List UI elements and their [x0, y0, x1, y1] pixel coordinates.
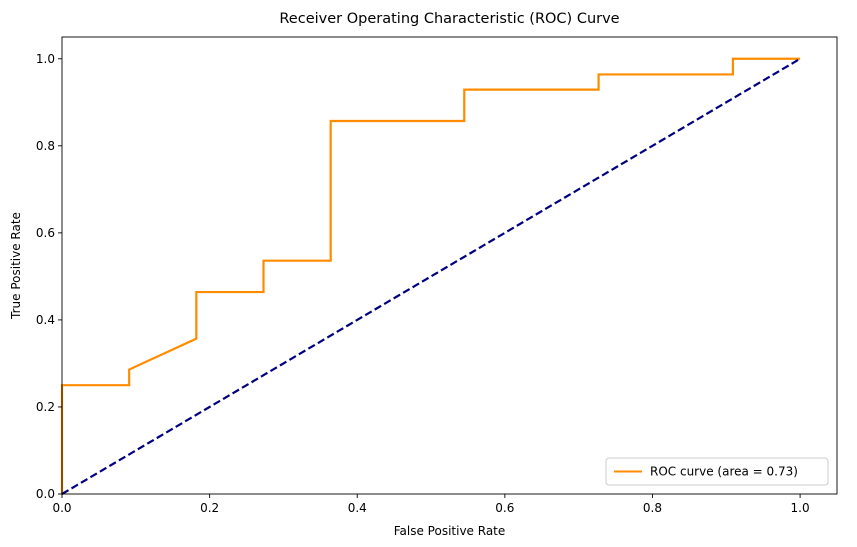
chart-title: Receiver Operating Characteristic (ROC) … — [279, 11, 619, 27]
y-axis-label: True Positive Rate — [9, 212, 23, 320]
x-tick-label: 0.2 — [200, 501, 219, 515]
x-axis-label: False Positive Rate — [394, 524, 506, 538]
y-tick-label: 0.4 — [36, 313, 55, 327]
x-tick-label: 0.6 — [495, 501, 514, 515]
legend-box — [605, 457, 829, 486]
roc-curve-line — [60, 57, 801, 494]
y-tick-label: 0.2 — [36, 400, 55, 414]
x-tick-label: 0.0 — [52, 501, 71, 515]
x-tick-label: 0.8 — [643, 501, 662, 515]
x-axis-ticks: 0.0 0.2 0.4 0.6 0.8 1.0 — [52, 494, 810, 515]
legend: ROC curve (area = 0.73) — [605, 457, 829, 486]
y-tick-label: 1.0 — [36, 52, 55, 66]
plot-frame — [61, 36, 838, 495]
y-tick-label: 0.8 — [36, 139, 55, 153]
series-layer — [60, 57, 801, 495]
legend-entry-roc: ROC curve (area = 0.73) — [650, 465, 798, 479]
y-tick-label: 0.0 — [36, 487, 55, 501]
x-tick-label: 0.4 — [348, 501, 367, 515]
x-tick-label: 1.0 — [791, 501, 810, 515]
y-tick-label: 0.6 — [36, 226, 55, 240]
y-axis-ticks: 0.0 0.2 0.4 0.6 0.8 1.0 — [36, 52, 62, 501]
